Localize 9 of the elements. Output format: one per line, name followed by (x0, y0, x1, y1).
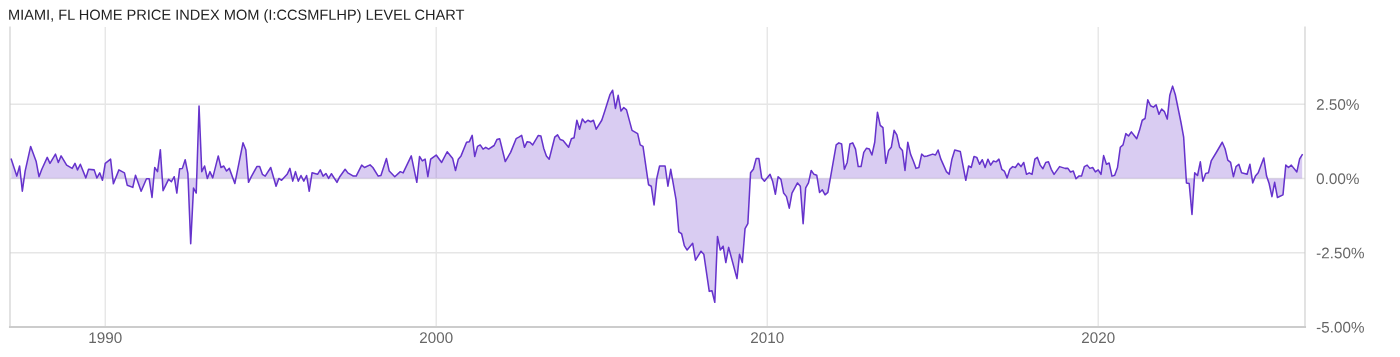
y-tick-label: 0.00% (1316, 173, 1359, 185)
y-tick-label: -5.00% (1316, 321, 1364, 333)
y-tick-label: 2.50% (1316, 99, 1359, 110)
x-tick-label: 2020 (1081, 332, 1115, 344)
y-tick-label: -2.50% (1316, 247, 1364, 259)
x-tick-label: 2010 (751, 332, 784, 344)
chart-title: MIAMI, FL HOME PRICE INDEX MOM (I:CCSMFLHP) LEVEL CHART (9, 9, 465, 23)
x-tick-label: 2000 (419, 332, 453, 344)
x-tick-label: 1990 (89, 332, 122, 344)
